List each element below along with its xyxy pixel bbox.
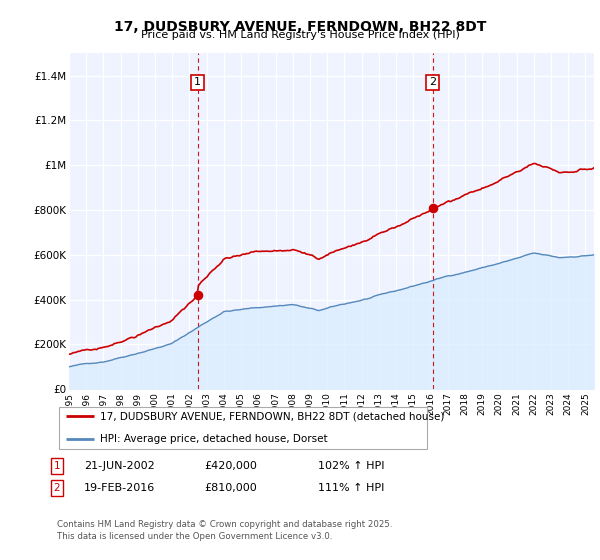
Text: 1: 1	[53, 461, 61, 471]
Text: Price paid vs. HM Land Registry's House Price Index (HPI): Price paid vs. HM Land Registry's House …	[140, 30, 460, 40]
Text: £420,000: £420,000	[204, 461, 257, 471]
Text: 102% ↑ HPI: 102% ↑ HPI	[318, 461, 385, 471]
Text: 2: 2	[53, 483, 61, 493]
Text: Contains HM Land Registry data © Crown copyright and database right 2025.
This d: Contains HM Land Registry data © Crown c…	[57, 520, 392, 541]
Text: 17, DUDSBURY AVENUE, FERNDOWN, BH22 8DT: 17, DUDSBURY AVENUE, FERNDOWN, BH22 8DT	[114, 20, 486, 34]
Text: 21-JUN-2002: 21-JUN-2002	[84, 461, 155, 471]
FancyBboxPatch shape	[59, 407, 427, 449]
Point	[428, 203, 437, 212]
Text: 19-FEB-2016: 19-FEB-2016	[84, 483, 155, 493]
Text: 2: 2	[429, 77, 436, 87]
Text: HPI: Average price, detached house, Dorset: HPI: Average price, detached house, Dors…	[100, 435, 328, 444]
Text: £810,000: £810,000	[204, 483, 257, 493]
Text: 17, DUDSBURY AVENUE, FERNDOWN, BH22 8DT (detached house): 17, DUDSBURY AVENUE, FERNDOWN, BH22 8DT …	[100, 412, 444, 421]
Text: 111% ↑ HPI: 111% ↑ HPI	[318, 483, 385, 493]
Text: 1: 1	[194, 77, 201, 87]
Point	[193, 291, 202, 300]
